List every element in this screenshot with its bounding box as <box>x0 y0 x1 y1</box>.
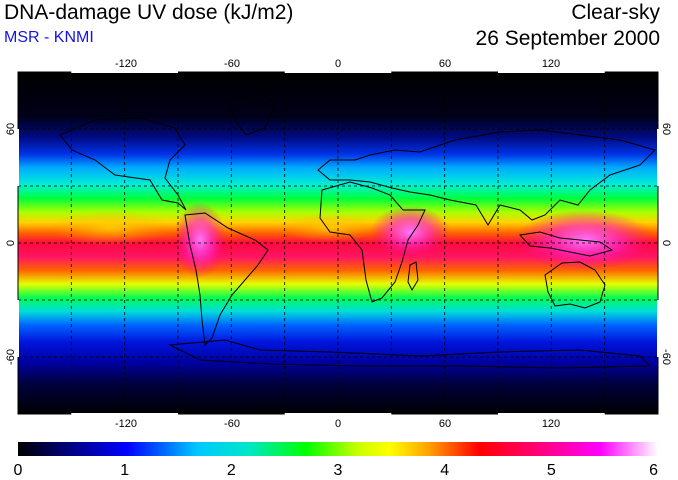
colorbar-tick-label: 2 <box>227 462 236 479</box>
colorbar-tick-label: 6 <box>649 462 658 479</box>
colorbar-tick-label: 5 <box>547 462 556 479</box>
lat-label-left: 60 <box>5 123 17 135</box>
colorbar <box>18 442 658 456</box>
lat-label-right: 60 <box>660 123 672 135</box>
lat-label-left: 0 <box>5 240 17 246</box>
lon-label-top: 60 <box>439 58 451 70</box>
lon-label-bottom: -120 <box>115 418 137 430</box>
lon-label-bottom: 60 <box>439 418 451 430</box>
map-date: 26 September 2000 <box>475 27 660 50</box>
lon-label-bottom: 120 <box>542 418 560 430</box>
lon-label-top: 120 <box>542 58 560 70</box>
lon-label-bottom: -60 <box>224 418 240 430</box>
colorbar-tick-label: 3 <box>334 462 343 479</box>
lat-label-right: 0 <box>660 240 672 246</box>
map-source: MSR - KNMI <box>4 29 94 46</box>
map-title: DNA-damage UV dose (kJ/m2) <box>4 1 294 24</box>
colorbar-tick-label: 1 <box>120 462 129 479</box>
lon-label-top: -60 <box>224 58 240 70</box>
lon-label-top: 0 <box>335 58 341 70</box>
coastlines <box>59 93 656 369</box>
lon-label-bottom: 0 <box>335 418 341 430</box>
sky-condition: Clear-sky <box>571 1 660 24</box>
lat-label-right: -60 <box>660 349 672 365</box>
lat-label-left: -60 <box>5 349 17 365</box>
colorbar-tick-label: 0 <box>14 462 23 479</box>
lon-label-top: -120 <box>115 58 137 70</box>
graticule <box>18 72 658 414</box>
colorbar-tick-label: 4 <box>440 462 449 479</box>
frame-ticks <box>17 71 659 415</box>
